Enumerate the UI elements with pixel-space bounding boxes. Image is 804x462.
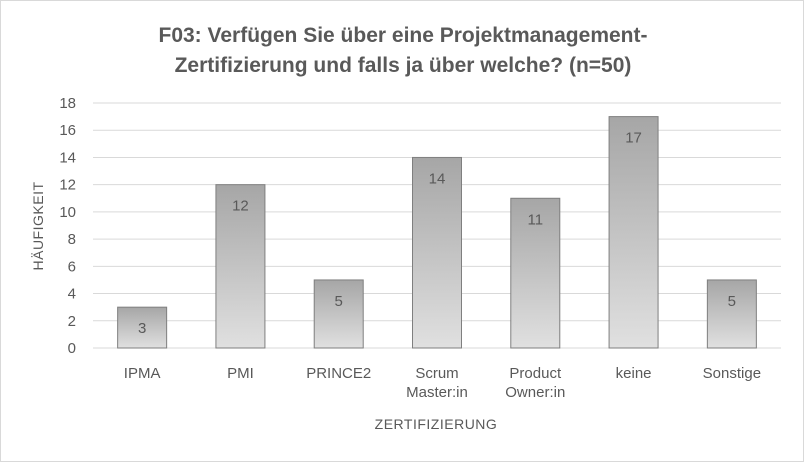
y-axis-label: HÄUFIGKEIT: [30, 181, 46, 270]
x-tick-label: Scrum Master:in: [406, 365, 468, 401]
chart-title-line-1: F03: Verfügen Sie über eine Projektmanag…: [159, 24, 648, 47]
bars: [117, 116, 757, 349]
x-axis-ticks: IPMA PMI PRINCE2 Scrum Master:in Product Owner…: [124, 365, 761, 401]
chart-title-line-2: Zertifizierung und falls ja über welche?…: [175, 54, 632, 77]
y-tick-label: 14: [59, 149, 76, 166]
x-tick-label: Sonstige: [703, 365, 761, 382]
y-tick-label: 10: [59, 204, 76, 221]
data-label: 12: [232, 198, 249, 215]
x-axis-label: ZERTIFIZIERUNG: [375, 416, 498, 432]
x-tick-label: IPMA: [124, 365, 161, 382]
gridlines: [93, 102, 781, 349]
data-label: 5: [335, 293, 343, 310]
x-tick-label: PRINCE2: [306, 365, 371, 382]
bar: [117, 306, 168, 349]
bar: [215, 184, 266, 349]
y-tick-label: 18: [59, 95, 76, 112]
data-label: 5: [728, 293, 736, 310]
y-tick-label: 4: [68, 286, 76, 303]
bar: [706, 279, 757, 349]
bar: [608, 116, 659, 349]
x-tick-label: Product Owner:in: [505, 365, 565, 401]
bar: [510, 197, 561, 349]
data-label: 11: [527, 211, 543, 228]
data-label: 17: [625, 130, 642, 147]
x-tick-label: keine: [616, 365, 652, 382]
data-label: 3: [138, 320, 146, 337]
data-label: 14: [429, 170, 446, 187]
bar: [412, 156, 462, 349]
y-axis-ticks: 0 2 4 6 8 10 12 14 16 18: [59, 95, 76, 357]
y-tick-label: 12: [59, 177, 76, 194]
x-tick-label: PMI: [227, 365, 254, 382]
y-tick-label: 0: [68, 340, 76, 357]
y-tick-label: 8: [68, 231, 76, 248]
y-tick-label: 2: [68, 313, 76, 330]
data-labels: 3 12 5 14 11 17 5: [138, 130, 736, 338]
y-tick-label: 16: [59, 122, 76, 139]
bar: [313, 279, 364, 349]
y-tick-label: 6: [68, 258, 76, 275]
